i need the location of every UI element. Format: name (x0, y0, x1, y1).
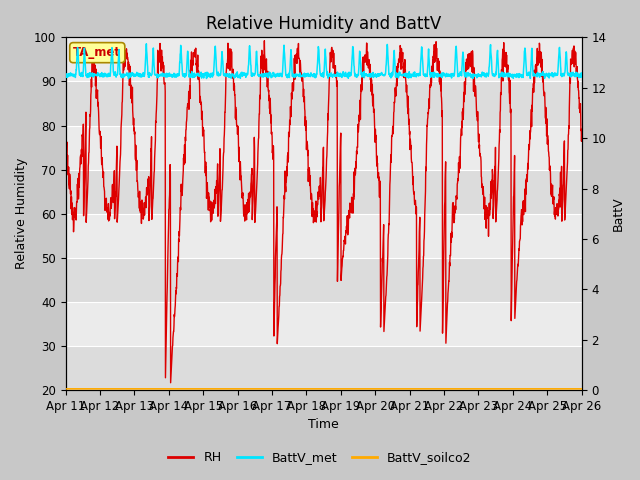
Bar (65, 82, 582, 126)
Bar (65, 214, 582, 258)
Legend: RH, BattV_met, BattV_soilco2: RH, BattV_met, BattV_soilco2 (163, 446, 477, 469)
Title: Relative Humidity and BattV: Relative Humidity and BattV (206, 15, 441, 33)
Bar (65, 346, 582, 390)
Bar (65, 37, 582, 82)
Bar (65, 126, 582, 169)
Y-axis label: Relative Humidity: Relative Humidity (15, 158, 28, 269)
Bar (65, 169, 582, 214)
Bar (65, 258, 582, 302)
Text: TA_met: TA_met (73, 46, 121, 59)
Bar (65, 302, 582, 346)
Y-axis label: BattV: BattV (612, 196, 625, 231)
X-axis label: Time: Time (308, 419, 339, 432)
